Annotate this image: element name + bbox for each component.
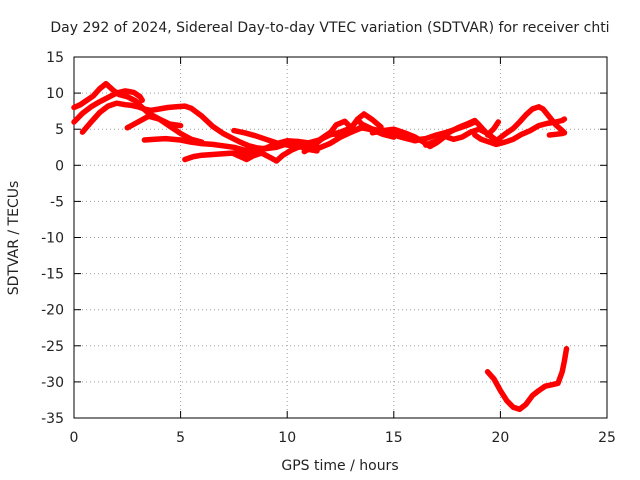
data-series-track-f: [182, 149, 254, 163]
data-series-track-d: [124, 113, 205, 145]
y-tick-label: 0: [55, 158, 64, 174]
x-tick-label: 25: [598, 430, 616, 446]
y-tick-label: -30: [41, 375, 64, 391]
x-tick-label: 5: [176, 430, 185, 446]
plot-grid: [74, 57, 607, 418]
chart-title: Day 292 of 2024, Sidereal Day-to-day VTE…: [50, 20, 609, 36]
y-tick-label: 10: [46, 86, 64, 102]
x-tick-label: 20: [491, 430, 509, 446]
data-series-track-c: [79, 100, 425, 152]
data-series-track-o: [495, 104, 568, 143]
y-tick-label: -10: [41, 231, 64, 247]
y-tick-label: -20: [41, 303, 64, 319]
x-tick-label: 10: [278, 430, 296, 446]
x-tick-label: 15: [385, 430, 403, 446]
y-axis-title: SDTVAR / TECUs: [6, 181, 22, 296]
data-series-track-q: [484, 345, 570, 413]
x-tick-label: 0: [70, 430, 79, 446]
data-series-track-i: [301, 111, 384, 155]
y-tick-label: -5: [50, 194, 64, 210]
data-series-track-h: [231, 124, 386, 151]
x-axis-title: GPS time / hours: [281, 458, 398, 474]
data-layer: [71, 80, 570, 413]
y-tick-label: -15: [41, 267, 64, 283]
data-series-track-p: [546, 130, 568, 138]
data-series-track-b: [71, 88, 145, 125]
data-series-track-n: [484, 119, 502, 138]
y-tick-label: -35: [41, 411, 64, 427]
y-tick-label: -25: [41, 339, 64, 355]
y-tick-label: 5: [55, 122, 64, 138]
y-tick-label: 15: [46, 50, 64, 66]
axis-ticks: 0 5 10 15 20 25 15 10 5 0 -5 -10 -15 -20 -25 -30 -35: [41, 50, 616, 446]
